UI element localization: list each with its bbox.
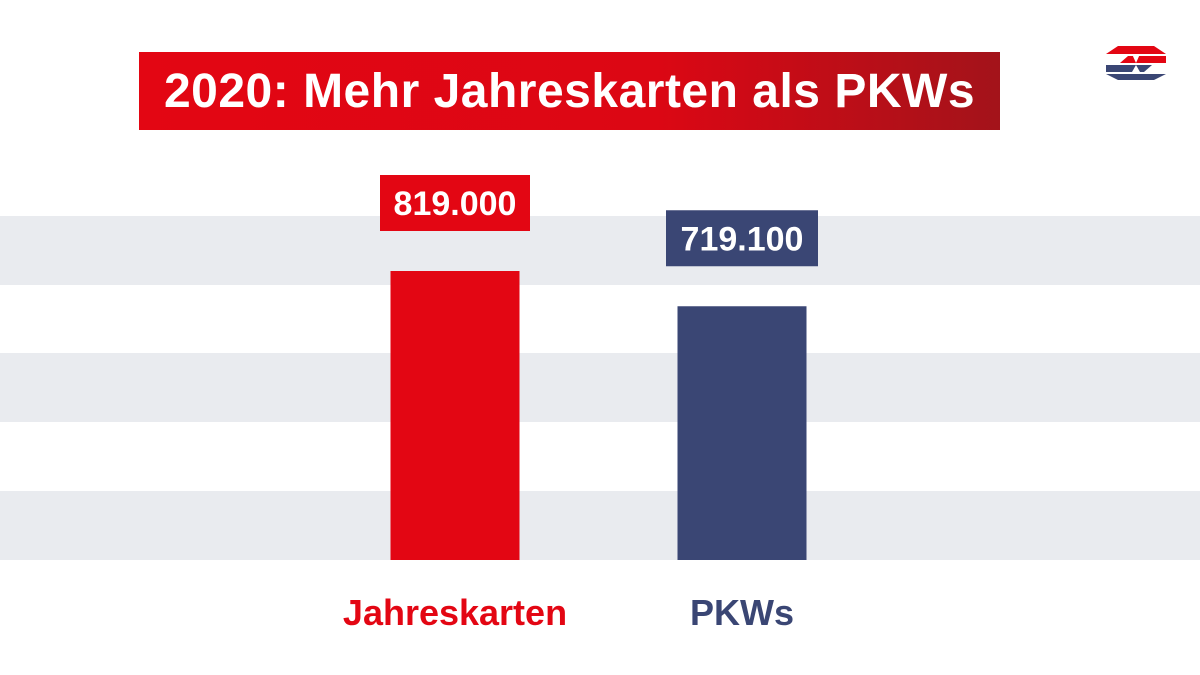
value-label-box-pkws [666, 210, 818, 267]
value-label-jahreskarten: 819.000 [394, 185, 517, 223]
background-stripe [0, 353, 1200, 422]
wiener-linien-logo-icon [1106, 46, 1166, 80]
category-label-jahreskarten: Jahreskarten [343, 592, 567, 633]
background-stripe [0, 216, 1200, 285]
chart-title: 2020: Mehr Jahreskarten als PKWs [139, 52, 1000, 130]
bar-pkws [677, 306, 807, 560]
bar-jahreskarten [390, 271, 520, 560]
category-label-pkws: PKWs [690, 592, 794, 633]
value-label-box-jahreskarten [380, 175, 530, 231]
background-stripe [0, 491, 1200, 560]
value-label-pkws: 719.100 [681, 220, 804, 258]
